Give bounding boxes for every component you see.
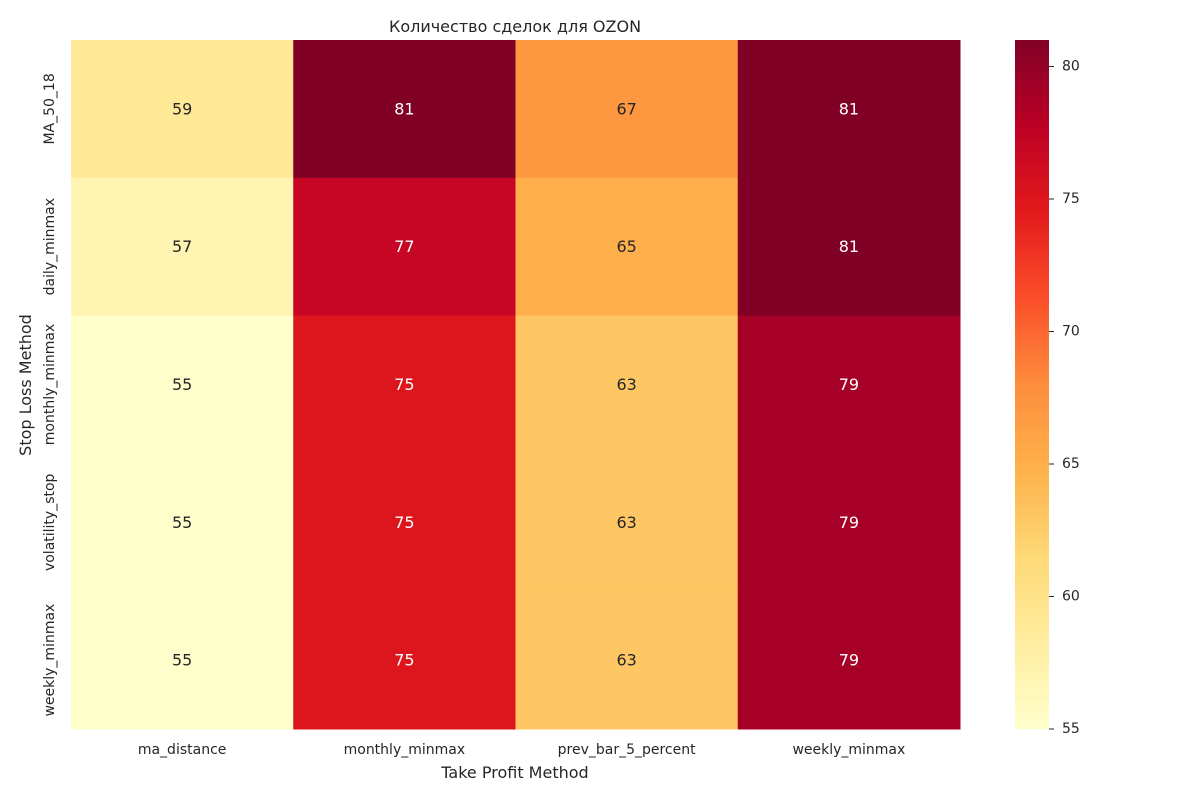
y-tick-label: daily_minmax: [42, 198, 58, 295]
cell-value-label: 55: [172, 513, 192, 532]
cell-value-label: 55: [172, 375, 192, 394]
heatmap-cell: [71, 453, 294, 592]
y-tick-label: weekly_minmax: [42, 604, 58, 717]
y-tick-label: volatility_stop: [42, 473, 58, 571]
colorbar-tick-label: 65: [1062, 456, 1080, 472]
heatmap-cell: [737, 591, 961, 730]
x-tick-label: monthly_minmax: [344, 742, 466, 758]
cell-value-label: 67: [616, 99, 636, 118]
heatmap-cell: [737, 40, 961, 179]
cell-value-label: 79: [839, 375, 859, 394]
cell-value-label: 81: [839, 237, 859, 256]
cell-value-label: 57: [172, 237, 192, 256]
heatmap-cell: [737, 453, 961, 592]
y-tick-label: monthly_minmax: [42, 324, 58, 446]
cell-value-label: 75: [394, 375, 414, 394]
heatmap-cell: [71, 315, 294, 454]
colorbar-tick-label: 80: [1062, 59, 1080, 75]
cell-value-label: 63: [616, 375, 636, 394]
heatmap-cell: [293, 453, 516, 592]
heatmap-cell: [71, 591, 294, 730]
colorbar: [1015, 40, 1049, 729]
heatmap-cell: [515, 40, 739, 179]
heatmap-cell: [515, 315, 739, 454]
y-tick-labels: MA_50_18 daily_minmax monthly_minmaxvolati…: [42, 73, 58, 716]
x-tick-label: weekly_minmax: [792, 742, 905, 758]
heatmap-cell: [71, 177, 294, 317]
colorbar-tick-label: 55: [1062, 721, 1080, 737]
colorbar-tick-label: 60: [1062, 589, 1080, 605]
cell-value-label: 59: [172, 99, 192, 118]
cell-value-label: 75: [394, 513, 414, 532]
heatmap-cell: [293, 177, 516, 317]
cell-value-label: 79: [839, 651, 859, 670]
colorbar-tick-label: 70: [1062, 324, 1080, 340]
y-tick-label: MA_50_18: [42, 73, 58, 144]
heatmap-cell: [293, 591, 516, 730]
y-axis-label: Stop Loss Method: [16, 314, 35, 456]
cell-value-label: 63: [616, 651, 636, 670]
heatmap-cell: [293, 40, 516, 179]
heatmap-cell: [293, 315, 516, 454]
x-tick-labels: ma_distance monthly_minmax prev_bar_5_perc…: [138, 742, 905, 758]
colorbar-ticks: 55 60 65 70 75 80: [1049, 59, 1080, 737]
cell-value-label: 77: [394, 237, 414, 256]
heatmap-cells: 59 81 67 81 57 77 65 81 55 75 63 79 55 75 63 79 55 75 63 79: [71, 40, 961, 730]
cell-value-label: 65: [616, 237, 636, 256]
chart-title: Количество сделок для OZON: [389, 17, 641, 36]
x-tick-label: ma_distance: [138, 742, 227, 758]
colorbar-tick-label: 75: [1062, 191, 1080, 207]
cell-value-label: 79: [839, 513, 859, 532]
heatmap-cell: [71, 40, 294, 179]
x-tick-label: prev_bar_5_percent: [558, 742, 696, 758]
cell-value-label: 63: [616, 513, 636, 532]
cell-value-label: 55: [172, 651, 192, 670]
heatmap-cell: [737, 315, 961, 454]
heatmap-cell: [515, 453, 739, 592]
cell-value-label: 81: [394, 99, 414, 118]
cell-value-label: 75: [394, 651, 414, 670]
x-axis-label: Take Profit Method: [440, 763, 588, 782]
cell-value-label: 81: [839, 99, 859, 118]
heatmap-cell: [515, 177, 739, 317]
heatmap-cell: [515, 591, 739, 730]
heatmap-cell: [737, 177, 961, 317]
